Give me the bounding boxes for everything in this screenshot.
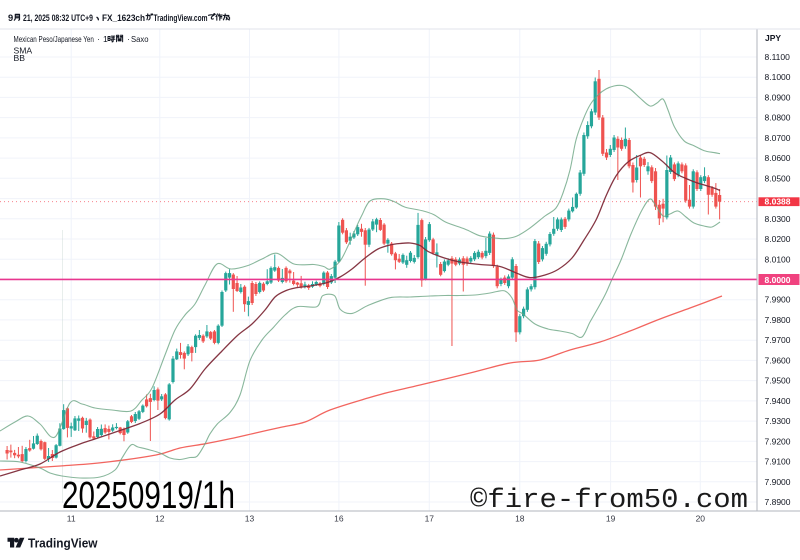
svg-text:8.0000: 8.0000 [765,275,791,285]
svg-text:8.1000: 8.1000 [765,72,791,82]
svg-text:12: 12 [155,514,165,524]
svg-text:8.0700: 8.0700 [765,133,791,143]
svg-text:8.1100: 8.1100 [765,52,791,62]
svg-text:19: 19 [606,514,616,524]
svg-text:·: · [127,34,130,44]
svg-text:Saxo: Saxo [131,34,149,44]
svg-text:Mexican Peso/Japanese Yen: Mexican Peso/Japanese Yen [14,34,94,44]
svg-text:7.9500: 7.9500 [765,376,791,386]
svg-text:8.0200: 8.0200 [765,234,791,244]
svg-text:FX_1623ch: FX_1623ch [102,13,145,23]
svg-text:·: · [97,34,100,44]
svg-text:7.9200: 7.9200 [765,436,791,446]
svg-text:JPY: JPY [765,33,781,43]
svg-text:8.0600: 8.0600 [765,153,791,163]
svg-text:7.9400: 7.9400 [765,396,791,406]
svg-text:7.9700: 7.9700 [765,335,791,345]
svg-text:7.9900: 7.9900 [765,295,791,305]
svg-text:13: 13 [245,514,255,524]
svg-text:TradingView: TradingView [28,537,98,551]
svg-text:TradingView.com: TradingView.com [154,13,208,23]
svg-text:8.0100: 8.0100 [765,254,791,264]
svg-text:16: 16 [334,514,344,524]
svg-text:9: 9 [8,13,13,23]
svg-text:11: 11 [67,514,76,524]
svg-text:21, 2025 08:32 UTC+9: 21, 2025 08:32 UTC+9 [23,13,93,23]
svg-text:8.0900: 8.0900 [765,92,791,102]
svg-text:20250919/1h: 20250919/1h [62,475,235,517]
svg-text:SMA: SMA [14,46,33,56]
svg-text:8.0300: 8.0300 [765,214,791,224]
svg-text:20: 20 [696,514,706,524]
svg-text:7.8900: 7.8900 [765,497,791,507]
svg-text:18: 18 [515,514,525,524]
svg-text:8.0388: 8.0388 [765,197,791,207]
svg-text:BB: BB [14,53,26,63]
svg-text:17: 17 [425,514,435,524]
svg-text:7.9600: 7.9600 [765,355,791,365]
svg-text:8.0500: 8.0500 [765,173,791,183]
svg-text:1: 1 [103,34,108,44]
svg-text:7.9300: 7.9300 [765,416,791,426]
svg-text:7.9000: 7.9000 [765,477,791,487]
svg-text:7.9800: 7.9800 [765,315,791,325]
svg-text:8.0800: 8.0800 [765,113,791,123]
svg-text:7.9100: 7.9100 [765,457,791,467]
